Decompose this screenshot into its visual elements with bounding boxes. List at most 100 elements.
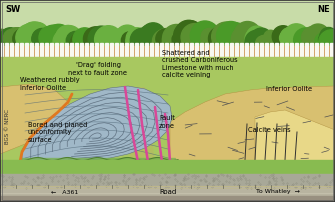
Bar bbox=[20, 158, 175, 163]
Bar bbox=[185, 43, 188, 62]
Bar bbox=[0, 46, 335, 59]
Circle shape bbox=[86, 31, 103, 48]
Bar bbox=[155, 43, 158, 62]
Circle shape bbox=[196, 25, 219, 48]
Circle shape bbox=[156, 29, 176, 49]
Circle shape bbox=[126, 33, 144, 51]
Bar bbox=[0, 43, 3, 62]
Circle shape bbox=[0, 30, 7, 50]
Bar bbox=[100, 43, 103, 62]
Text: To Whatley  →: To Whatley → bbox=[256, 189, 300, 195]
Bar bbox=[70, 43, 73, 62]
Circle shape bbox=[74, 31, 92, 49]
Circle shape bbox=[255, 36, 272, 53]
Circle shape bbox=[267, 33, 280, 47]
Bar bbox=[80, 43, 83, 62]
Circle shape bbox=[83, 27, 108, 51]
Bar bbox=[15, 43, 18, 62]
Bar bbox=[120, 43, 123, 62]
Text: Fault
zone: Fault zone bbox=[159, 115, 175, 129]
Bar bbox=[235, 43, 238, 62]
Circle shape bbox=[102, 29, 121, 49]
Bar bbox=[110, 43, 113, 62]
Circle shape bbox=[250, 28, 273, 50]
Circle shape bbox=[245, 30, 268, 53]
Text: NE: NE bbox=[317, 5, 330, 14]
Circle shape bbox=[231, 25, 260, 54]
Circle shape bbox=[248, 28, 265, 46]
Bar bbox=[95, 43, 98, 62]
Circle shape bbox=[205, 31, 222, 48]
Bar bbox=[0, 0, 335, 50]
Circle shape bbox=[216, 21, 245, 50]
Bar bbox=[240, 43, 243, 62]
Circle shape bbox=[0, 29, 10, 47]
Text: Bored and planed
unconformity
surface: Bored and planed unconformity surface bbox=[28, 121, 87, 142]
Polygon shape bbox=[125, 87, 155, 162]
Circle shape bbox=[163, 29, 185, 51]
Circle shape bbox=[212, 25, 236, 49]
Circle shape bbox=[302, 27, 323, 48]
Circle shape bbox=[50, 30, 67, 47]
Circle shape bbox=[175, 33, 187, 45]
Circle shape bbox=[304, 33, 323, 52]
Bar bbox=[245, 43, 248, 62]
Bar bbox=[195, 43, 198, 62]
Circle shape bbox=[7, 28, 25, 46]
Circle shape bbox=[32, 32, 47, 47]
Circle shape bbox=[201, 32, 217, 47]
Circle shape bbox=[86, 31, 105, 50]
Circle shape bbox=[3, 29, 21, 47]
Circle shape bbox=[319, 30, 335, 55]
Circle shape bbox=[283, 24, 309, 49]
Bar bbox=[210, 43, 213, 62]
Bar bbox=[0, 160, 335, 174]
Circle shape bbox=[208, 27, 231, 50]
Bar bbox=[60, 43, 63, 62]
Circle shape bbox=[147, 30, 162, 45]
Circle shape bbox=[319, 31, 335, 48]
Circle shape bbox=[219, 24, 244, 49]
Circle shape bbox=[67, 32, 85, 49]
Bar bbox=[45, 43, 48, 62]
Bar bbox=[145, 43, 148, 62]
Bar bbox=[320, 43, 323, 62]
Circle shape bbox=[0, 28, 21, 50]
Bar bbox=[20, 43, 23, 62]
Circle shape bbox=[21, 22, 46, 47]
Circle shape bbox=[192, 22, 214, 44]
Circle shape bbox=[326, 32, 335, 54]
Bar bbox=[40, 43, 43, 62]
Circle shape bbox=[12, 31, 29, 48]
Bar bbox=[50, 43, 53, 62]
Circle shape bbox=[294, 28, 314, 48]
Circle shape bbox=[187, 33, 205, 52]
Circle shape bbox=[39, 26, 59, 46]
Bar bbox=[325, 43, 328, 62]
Bar bbox=[315, 43, 318, 62]
Circle shape bbox=[252, 32, 274, 53]
Circle shape bbox=[320, 27, 335, 45]
Circle shape bbox=[71, 33, 88, 50]
Text: 'Drag' folding
next to fault zone: 'Drag' folding next to fault zone bbox=[68, 62, 128, 76]
Circle shape bbox=[216, 25, 237, 46]
Circle shape bbox=[152, 30, 176, 53]
Circle shape bbox=[184, 31, 201, 48]
Circle shape bbox=[85, 27, 108, 50]
Circle shape bbox=[272, 35, 289, 51]
Circle shape bbox=[85, 29, 103, 47]
Circle shape bbox=[132, 32, 156, 56]
Circle shape bbox=[56, 25, 79, 49]
Polygon shape bbox=[170, 86, 335, 162]
Bar bbox=[140, 43, 143, 62]
Circle shape bbox=[276, 30, 292, 45]
Circle shape bbox=[280, 30, 295, 46]
Circle shape bbox=[131, 32, 151, 52]
Circle shape bbox=[127, 34, 144, 51]
Circle shape bbox=[40, 25, 67, 52]
Circle shape bbox=[66, 32, 85, 50]
Circle shape bbox=[0, 31, 5, 46]
Circle shape bbox=[209, 32, 225, 48]
Circle shape bbox=[147, 30, 164, 47]
Text: Inferior Oolite: Inferior Oolite bbox=[266, 86, 312, 92]
